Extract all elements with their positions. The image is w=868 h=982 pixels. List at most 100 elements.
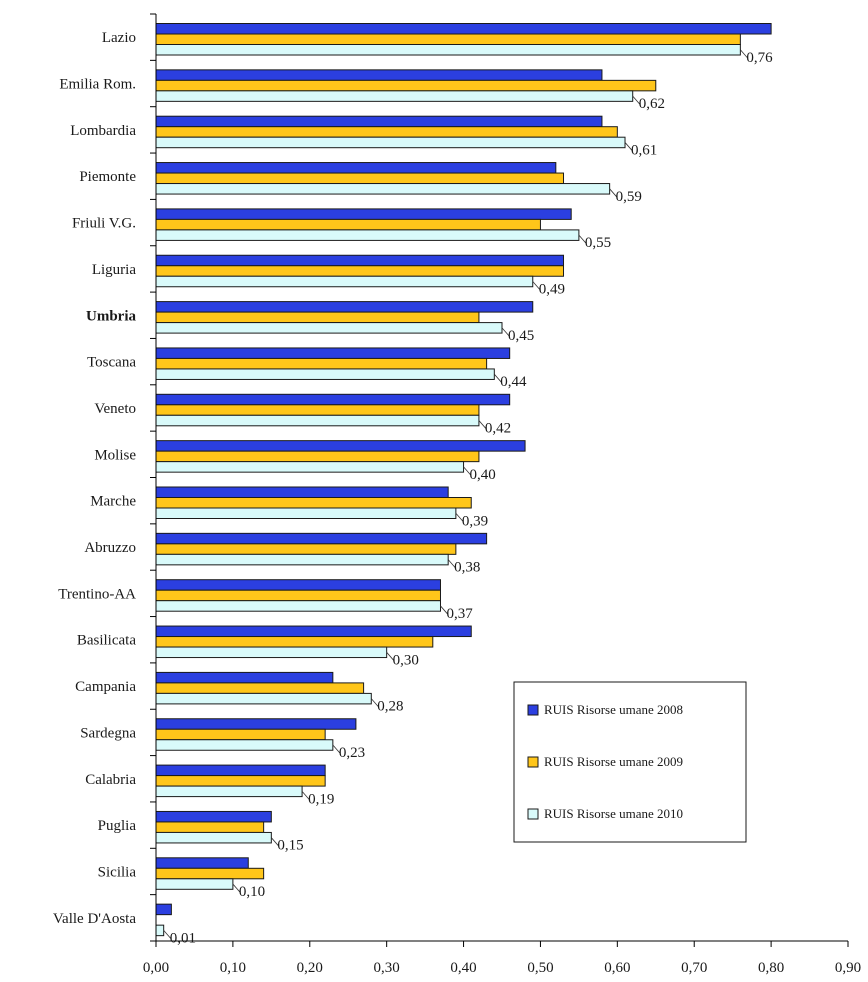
bar-2009: [155, 636, 434, 648]
bar-2008: [155, 764, 326, 777]
value-label: 0,59: [616, 189, 642, 205]
category-label: Calabria: [85, 772, 136, 788]
bar-2010: [155, 461, 465, 473]
legend-label: RUIS Risorse umane 2009: [544, 754, 683, 769]
value-label: 0,62: [639, 96, 665, 112]
value-label: 0,15: [277, 838, 303, 854]
bar-2008: [155, 347, 511, 359]
bar-2008: [155, 254, 565, 267]
category-label: Lazio: [102, 30, 136, 46]
legend-swatch: [527, 756, 539, 768]
value-label: 0,10: [239, 884, 265, 900]
category-label: Piemonte: [79, 169, 136, 185]
value-label-leader: [494, 373, 502, 383]
bar-2008: [155, 23, 772, 35]
value-label-leader: [478, 420, 487, 429]
bar-2010: [155, 507, 457, 519]
value-label: 0,39: [462, 513, 488, 529]
bar-2009: [155, 79, 657, 92]
bar-2009: [155, 33, 741, 45]
category-label: Toscana: [87, 355, 136, 371]
value-label-leader: [332, 744, 341, 754]
bar-2010: [155, 785, 303, 798]
legend-label: RUIS Risorse umane 2008: [544, 702, 683, 717]
bar-2009: [155, 126, 618, 138]
value-label-leader: [386, 652, 394, 661]
value-label: 0,44: [500, 374, 527, 390]
category-label: Marche: [90, 494, 136, 510]
legend: RUIS Risorse umane 2008 RUIS Risorse uman…: [513, 681, 747, 843]
value-label: 0,61: [631, 142, 657, 158]
x-tick-label: 0,30: [374, 960, 400, 976]
bar-2008: [155, 69, 603, 81]
value-label-leader: [624, 142, 633, 151]
bar-2008: [155, 301, 534, 313]
category-label: Liguria: [92, 262, 136, 278]
category-label: Veneto: [94, 401, 136, 417]
x-tick-label: 0,70: [681, 960, 707, 976]
bar-2009: [155, 218, 541, 231]
value-label-leader: [370, 698, 379, 707]
category-label: Sicilia: [98, 864, 137, 880]
value-labels: 0,76 0,62 0,61 0,59 0,55 0,49 0,45 0,44 0,42 0,40…: [163, 49, 773, 946]
bar-2008: [155, 857, 249, 869]
x-tick-label: 0,00: [143, 960, 169, 976]
bar-2009: [155, 172, 565, 185]
category-label: Trentino-AA: [58, 586, 136, 602]
legend-box: [513, 681, 747, 843]
bar-2008: [155, 115, 603, 128]
bar-2008: [155, 579, 441, 591]
y-axis-ticks: [150, 13, 156, 942]
x-tick-label: 0,10: [220, 960, 246, 976]
category-label: Campania: [75, 679, 136, 695]
value-label-leader: [232, 883, 241, 893]
value-label-leader: [501, 327, 510, 337]
category-label: Umbria: [86, 308, 136, 324]
bar-2010: [155, 553, 449, 566]
value-label-leader: [609, 188, 617, 198]
category-label: Sardegna: [80, 725, 136, 741]
bar-2008: [155, 903, 172, 916]
legend-swatch: [527, 808, 539, 820]
bar-2009: [155, 265, 565, 277]
bar-2009: [155, 404, 480, 416]
value-label-leader: [440, 605, 448, 615]
x-tick-label: 0,20: [297, 960, 323, 976]
bar-2010: [155, 90, 634, 102]
value-label: 0,49: [539, 282, 565, 298]
category-label: Lombardia: [70, 123, 136, 139]
value-label: 0,55: [585, 235, 611, 251]
bar-2009: [155, 589, 441, 602]
bar-2009: [155, 450, 480, 463]
value-label: 0,23: [339, 745, 365, 761]
category-labels: Lazio Emilia Rom. Lombardia Piemonte Friuli …: [53, 30, 137, 927]
value-label: 0,19: [308, 791, 334, 807]
bar-2010: [155, 739, 334, 751]
bar-2010: [155, 136, 626, 149]
x-tick-label: 0,90: [835, 960, 861, 976]
bar-2008: [155, 486, 449, 498]
bars-layer: [155, 23, 772, 937]
legend-label: RUIS Risorse umane 2010: [544, 806, 683, 821]
category-label: Puglia: [98, 818, 137, 834]
bar-2009: [155, 682, 365, 694]
bar-2010: [155, 322, 503, 334]
bar-2010: [155, 44, 741, 56]
value-label-leader: [163, 930, 171, 939]
x-tick-label: 0,60: [604, 960, 630, 976]
category-label: Molise: [94, 447, 136, 463]
bar-2009: [155, 543, 457, 555]
value-label-leader: [578, 234, 587, 244]
value-label: 0,42: [485, 421, 511, 437]
bar-2009: [155, 311, 480, 324]
value-label: 0,45: [508, 328, 534, 344]
bar-2009: [155, 728, 326, 741]
x-tick-label: 0,50: [527, 960, 553, 976]
bar-2010: [155, 878, 234, 890]
bar-2009: [155, 357, 488, 370]
bar-2010: [155, 600, 441, 612]
value-label-leader: [301, 791, 310, 800]
value-label: 0,76: [746, 50, 773, 66]
value-label-leader: [455, 512, 464, 522]
value-label: 0,01: [170, 930, 196, 946]
